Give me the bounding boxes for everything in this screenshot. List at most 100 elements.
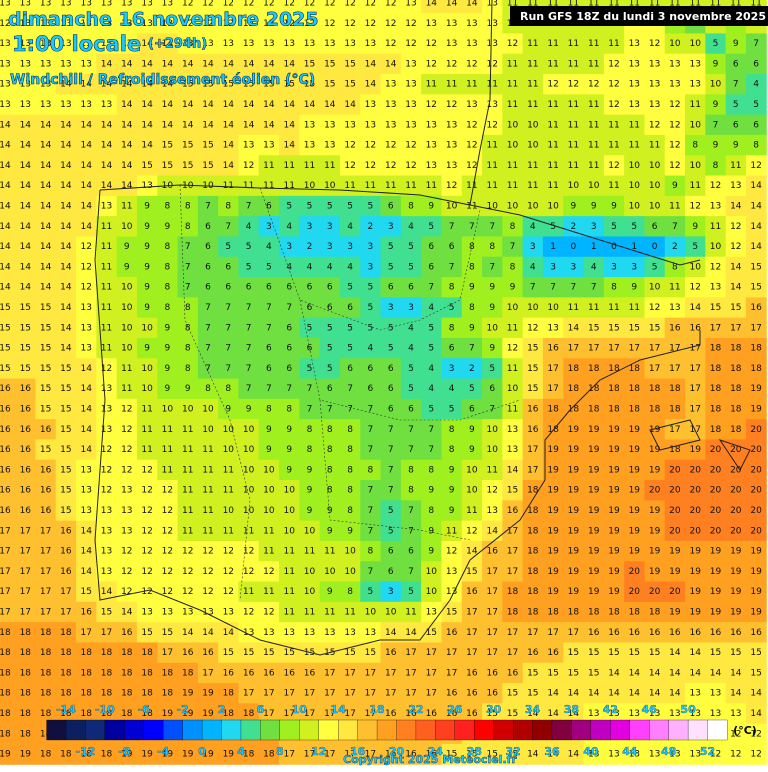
grid-cell — [360, 134, 382, 156]
grid-value: 9 — [428, 202, 434, 212]
grid-value: 12 — [283, 0, 294, 9]
grid-value: 15 — [162, 628, 173, 638]
grid-value: 14 — [40, 161, 52, 171]
grid-value: 7 — [266, 384, 272, 394]
grid-value: 16 — [649, 628, 661, 638]
grid-value: 6 — [408, 405, 414, 415]
grid-value: 7 — [428, 283, 434, 293]
grid-value: 15 — [60, 405, 71, 415]
grid-value: 16 — [689, 323, 701, 333]
grid-value: 13 — [629, 80, 640, 90]
grid-value: 8 — [469, 303, 475, 313]
grid-cell — [76, 0, 97, 14]
grid-cell — [400, 74, 422, 95]
grid-value: 14 — [60, 323, 72, 333]
grid-cell — [96, 53, 118, 75]
grid-value: 14 — [324, 100, 336, 110]
grid-value: 15 — [60, 465, 71, 475]
grid-value: 13 — [80, 344, 91, 354]
grid-value: 5 — [388, 242, 394, 252]
grid-cell — [563, 94, 585, 116]
grid-cell — [197, 53, 219, 75]
grid-value: 6 — [388, 283, 394, 293]
grid-value: 19 — [608, 465, 620, 475]
grid-cell — [745, 114, 767, 136]
grid-value: 18 — [223, 689, 235, 699]
legend-label: 0 — [198, 745, 206, 758]
grid-value: 3 — [347, 242, 353, 252]
grid-value: 14 — [60, 283, 72, 293]
grid-value: 16 — [60, 547, 72, 557]
grid-cell — [157, 94, 179, 116]
grid-value: 20 — [629, 567, 641, 577]
grid-cell — [400, 0, 422, 14]
grid-value: 13 — [40, 59, 51, 69]
grid-value: 11 — [405, 181, 416, 191]
grid-value: 11 — [283, 587, 294, 597]
grid-cell — [177, 134, 199, 156]
legend-swatch — [357, 719, 378, 741]
grid-value: 12 — [243, 0, 254, 9]
grid-cell — [624, 114, 645, 136]
grid-value: 17 — [689, 364, 700, 374]
legend-swatch — [299, 719, 320, 741]
grid-value: 17 — [466, 648, 477, 658]
grid-value: 13 — [385, 80, 396, 90]
grid-value: 20 — [750, 425, 762, 435]
grid-value: 6 — [225, 262, 231, 272]
grid-value: 11 — [568, 39, 579, 49]
grid-value: 3 — [388, 587, 394, 597]
grid-value: 17 — [344, 668, 355, 678]
grid-cell — [136, 134, 158, 156]
grid-value: 11 — [202, 486, 213, 496]
grid-value: 11 — [263, 547, 274, 557]
grid-value: 13 — [60, 100, 71, 110]
grid-value: 18 — [710, 344, 722, 354]
grid-value: 14 — [649, 689, 661, 699]
grid-value: 5 — [408, 242, 414, 252]
grid-value: 14 — [243, 100, 255, 110]
grid-value: 14 — [182, 120, 194, 130]
grid-value: 18 — [649, 608, 661, 618]
grid-cell — [197, 94, 219, 116]
grid-value: 14 — [568, 323, 580, 333]
grid-cell — [380, 13, 402, 34]
grid-value: 9 — [469, 283, 475, 293]
grid-cell — [279, 134, 300, 156]
grid-value: 15 — [344, 80, 355, 90]
grid-value: 20 — [669, 506, 681, 516]
grid-value: 8 — [347, 425, 353, 435]
grid-value: 6 — [388, 202, 394, 212]
grid-value: 10 — [344, 547, 356, 557]
grid-value: 12 — [669, 161, 680, 171]
grid-value: 12 — [101, 445, 112, 455]
grid-value: 16 — [0, 465, 11, 475]
grid-cell — [177, 94, 199, 116]
grid-value: 14 — [0, 242, 11, 252]
grid-value: 14 — [446, 0, 458, 9]
grid-cell — [664, 134, 686, 156]
grid-value: 16 — [20, 486, 32, 496]
grid-cell — [482, 94, 503, 116]
grid-value: 15 — [507, 689, 518, 699]
grid-value: 15 — [60, 425, 71, 435]
grid-value: 12 — [162, 547, 173, 557]
grid-value: 16 — [0, 425, 11, 435]
grid-value: 12 — [121, 445, 132, 455]
grid-value: 12 — [202, 587, 213, 597]
grid-value: 18 — [629, 405, 641, 415]
grid-value: 10 — [304, 567, 316, 577]
grid-value: 13 — [121, 526, 132, 536]
grid-value: 10 — [182, 405, 194, 415]
grid-value: 13 — [649, 59, 660, 69]
grid-value: 14 — [60, 262, 72, 272]
grid-value: 4 — [408, 222, 414, 232]
grid-value: 13 — [80, 486, 91, 496]
grid-value: 19 — [750, 587, 762, 597]
grid-value: 12 — [385, 39, 396, 49]
grid-value: 15 — [202, 141, 213, 151]
grid-value: 16 — [80, 608, 92, 618]
grid-value: 7 — [733, 80, 739, 90]
grid-value: 5 — [327, 202, 333, 212]
